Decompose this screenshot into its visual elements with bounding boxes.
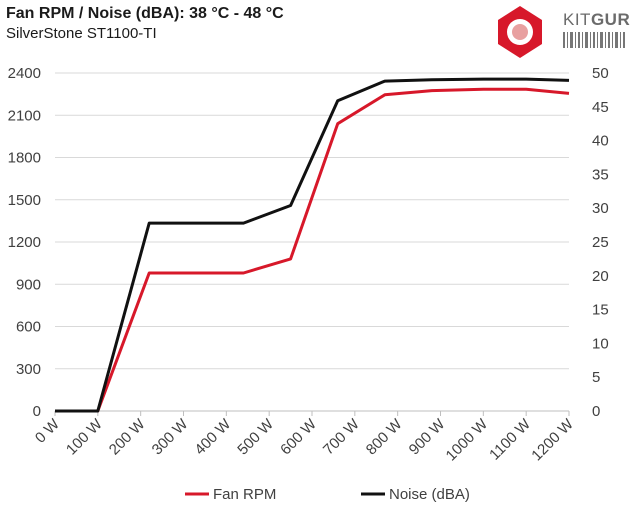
- x-tick-label: 700 W: [320, 415, 363, 458]
- y-right-tick-label: 25: [592, 234, 609, 251]
- kitguru-logo: [498, 6, 625, 58]
- y-right-tick-label: 40: [592, 133, 609, 150]
- barcode-icon: [563, 32, 625, 48]
- y-left-tick-label: 900: [16, 276, 41, 293]
- x-tick-label: 1100 W: [486, 415, 534, 463]
- x-tick-label: 1000 W: [443, 415, 492, 464]
- y-left-tick-label: 0: [33, 403, 41, 420]
- y-right-tick-label: 35: [592, 166, 609, 183]
- noise-series-line: [55, 77, 570, 413]
- y-right-tick-label: 30: [592, 200, 609, 217]
- y-left-tick-label: 1500: [8, 192, 41, 209]
- y-right-tick-label: 5: [592, 369, 600, 386]
- x-tick-label: 500 W: [234, 415, 277, 458]
- x-tick-label: 800 W: [363, 415, 406, 458]
- y-right-tick-label: 10: [592, 335, 609, 352]
- y-left-tick-label: 300: [16, 361, 41, 378]
- y-left-tick-label: 2100: [8, 107, 41, 124]
- legend-label: Fan RPM: [213, 486, 276, 503]
- logo-wordmark: KITGURU: [563, 10, 631, 29]
- x-tick-label: 100 W: [63, 415, 106, 458]
- x-tick-label: 600 W: [277, 415, 320, 458]
- y-right-tick-label: 50: [592, 65, 609, 82]
- chart-subtitle: SilverStone ST1100-TI: [6, 25, 157, 42]
- y-right-tick-label: 45: [592, 99, 609, 116]
- y-right-tick-label: 20: [592, 268, 609, 285]
- x-tick-label: 400 W: [191, 415, 234, 458]
- x-tick-label: 1200 W: [528, 415, 577, 464]
- kitguru-emblem-icon: [498, 6, 542, 58]
- x-tick-label: 300 W: [149, 415, 192, 458]
- chart-title: Fan RPM / Noise (dBA): 38 °C - 48 °C: [6, 5, 284, 22]
- x-tick-label: 200 W: [106, 415, 149, 458]
- y-left-tick-label: 1200: [8, 234, 41, 251]
- y-left-tick-label: 1800: [8, 150, 41, 167]
- legend-label: Noise (dBA): [389, 486, 470, 503]
- y-left-tick-label: 600: [16, 319, 41, 336]
- fan-rpm-series-line: [55, 87, 570, 413]
- y-right-tick-label: 0: [592, 403, 600, 420]
- y-right-tick-label: 15: [592, 302, 609, 319]
- y-left-tick-label: 2400: [8, 65, 41, 82]
